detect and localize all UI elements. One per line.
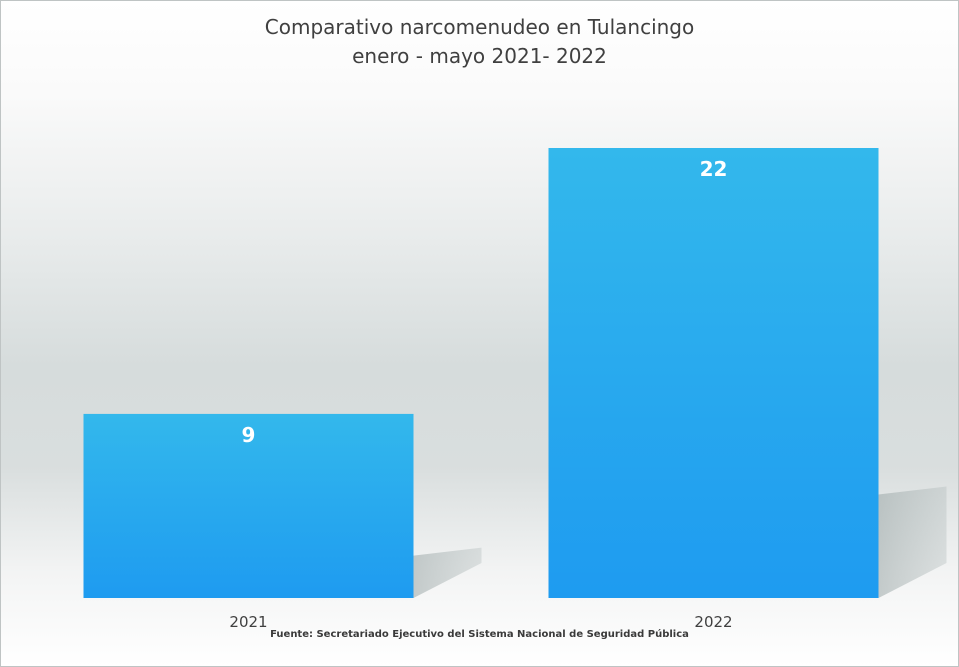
- x-tick-label-2021: 2021: [229, 613, 267, 631]
- bar-shadow-2021: [413, 547, 482, 598]
- source-note: Fuente: Secretariado Ejecutivo del Siste…: [270, 629, 689, 640]
- data-label-2022: 22: [700, 157, 728, 181]
- chart-subtitle: enero - mayo 2021- 2022: [352, 44, 607, 68]
- chart-title-block: Comparativo narcomenudeo en Tulancingo e…: [1, 13, 958, 71]
- bar-shadow-2022: [878, 486, 947, 598]
- data-label-2021: 9: [242, 423, 256, 447]
- bar-2021: [83, 413, 414, 598]
- chart-title: Comparativo narcomenudeo en Tulancingo: [264, 15, 695, 39]
- bar-2022: [548, 148, 879, 598]
- x-tick-label-2022: 2022: [694, 613, 732, 631]
